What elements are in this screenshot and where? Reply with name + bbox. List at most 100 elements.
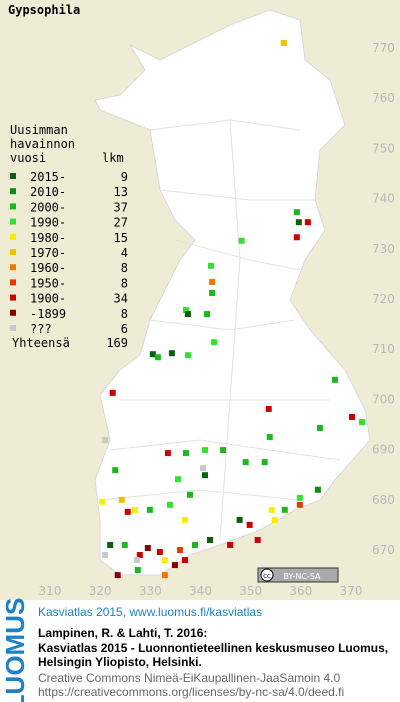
occurrence-square — [304, 219, 311, 226]
occurrence-square — [204, 311, 211, 318]
occurrence-square — [246, 521, 253, 528]
y-tick-label: 760 — [372, 91, 395, 105]
occurrence-square — [211, 339, 218, 346]
occurrence-square — [261, 459, 268, 466]
legend-swatch — [10, 309, 16, 316]
x-tick-label: 370 — [340, 584, 363, 598]
legend-total: 169 — [106, 336, 128, 350]
legend-label: 1980- — [30, 231, 66, 245]
occurrence-square — [114, 572, 121, 579]
occurrence-square — [174, 476, 181, 483]
axis-ticks: 670 680 690 700 710 720 730 740 750 760 770 310 320 3… — [39, 41, 395, 598]
occurrence-square — [296, 494, 303, 501]
cc-icon — [260, 568, 274, 582]
citation-line: Kasviatlas 2015 - Luonnontieteellinen ke… — [38, 641, 388, 655]
occurrence-square — [207, 536, 214, 543]
legend-swatch — [10, 173, 16, 179]
logo: LUOMUS — [0, 598, 30, 702]
occurrence-square — [271, 516, 278, 523]
legend-label: 1900- — [30, 292, 66, 306]
occurrence-square — [99, 498, 106, 505]
x-tick-label: 310 — [39, 584, 62, 598]
occurrence-square — [316, 425, 323, 432]
occurrence-square — [124, 508, 131, 515]
occurrence-square — [254, 536, 261, 543]
legend-label: 2000- — [30, 200, 66, 214]
license-badge: cc BY-NC-SA — [257, 567, 339, 583]
legend-label: 2015- — [30, 170, 66, 184]
badge-box — [257, 567, 339, 583]
citation-line: Helsingin Yliopisto, Helsinki. — [38, 655, 202, 669]
legend-swatch — [10, 188, 16, 195]
occurrence-square — [107, 541, 114, 548]
occurrence-square — [102, 437, 109, 444]
x-tick-label: 350 — [239, 584, 262, 598]
legend-swatch — [10, 218, 16, 225]
occurrence-square — [118, 496, 125, 503]
x-tick-label: 320 — [89, 584, 112, 598]
occurrence-square — [146, 506, 153, 513]
occurrence-square — [202, 447, 209, 454]
legend-count: 4 — [121, 246, 128, 260]
occurrence-square — [181, 516, 188, 523]
atlas-link[interactable]: Kasviatlas 2015, www.luomus.fi/kasviatla… — [38, 605, 262, 619]
legend-label: ??? — [30, 322, 52, 336]
occurrence-square — [236, 516, 243, 523]
occurrence-square — [184, 352, 191, 359]
occurrence-square — [295, 219, 302, 226]
occurrence-square — [314, 486, 321, 493]
legend-label: 1950- — [30, 276, 66, 290]
occurrence-square — [281, 506, 288, 513]
occurrence-square — [293, 209, 300, 216]
legend-label: 1990- — [30, 216, 66, 230]
occurrence-square — [208, 262, 215, 269]
legend-count: 27 — [114, 216, 128, 230]
occurrence-square — [331, 376, 338, 383]
legend-count: 9 — [121, 170, 128, 184]
legend-swatch — [10, 325, 16, 331]
legend-swatch — [10, 264, 16, 271]
occurrence-square — [161, 557, 168, 564]
occurrence-square — [349, 413, 356, 420]
occurrence-square — [227, 541, 234, 548]
occurrence-square — [131, 506, 138, 513]
occurrence-square — [242, 459, 249, 466]
occurrence-square — [109, 389, 116, 396]
region-borders — [99, 119, 341, 541]
badge-text: BY-NC-SA — [283, 572, 321, 581]
occurrence-square — [154, 354, 161, 361]
occurrence-square — [144, 544, 151, 551]
occurrence-square — [149, 351, 156, 358]
legend-heading: vuosi — [10, 151, 46, 165]
occurrence-square — [265, 405, 272, 412]
occurrence-square — [280, 39, 287, 46]
citation-line: Lampinen, R. & Lahti, T. 2016: — [38, 626, 207, 640]
occurrence-square — [209, 278, 216, 285]
occurrence-square — [268, 506, 275, 513]
legend-count: 6 — [121, 322, 128, 336]
license-line: Creative Commons Nimeä-EiKaupallinen-Jaa… — [38, 671, 340, 685]
legend-swatch — [10, 249, 16, 255]
legend-count: 8 — [121, 307, 128, 321]
cc-icon-text: cc — [263, 572, 271, 580]
y-tick-label: 770 — [372, 41, 395, 55]
license-url[interactable]: https://creativecommons.org/licenses/by-… — [38, 685, 344, 699]
occurrence-square — [176, 547, 183, 553]
legend-swatch — [10, 279, 16, 286]
occurrence-square — [121, 541, 128, 548]
occurrence-square — [209, 289, 216, 296]
occurrence-square — [296, 501, 303, 508]
occurrence-square — [293, 234, 300, 241]
legend-label: 2010- — [30, 185, 66, 199]
occurrence-square — [102, 552, 109, 559]
occurrence-square — [136, 552, 143, 559]
legend-swatch — [10, 294, 16, 301]
y-tick-label: 720 — [372, 292, 395, 306]
occurrence-square — [182, 307, 189, 314]
legend-label: 1970- — [30, 246, 66, 260]
occurrence-square — [112, 467, 119, 474]
legend-count: 34 — [114, 292, 128, 306]
legend-heading: havainnon — [10, 137, 75, 151]
